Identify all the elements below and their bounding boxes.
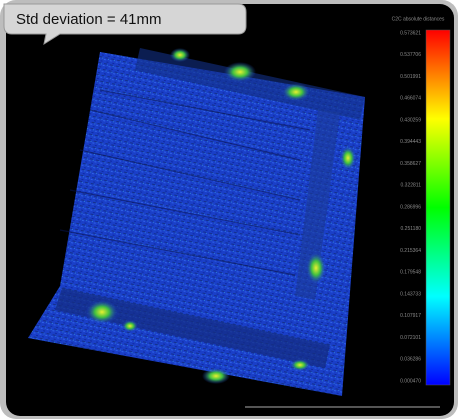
colorbar-label: 0.573621 xyxy=(400,30,421,36)
hotspot xyxy=(340,146,356,170)
screenshot: Std deviation = 41mm C2C absolute distan… xyxy=(0,0,458,419)
colorbar-label: 0.466074 xyxy=(400,96,421,102)
colorbar-label: 0.143733 xyxy=(400,291,421,297)
callout-text: Std deviation = 41mm xyxy=(16,11,162,28)
colorbar-title: C2C absolute distances xyxy=(392,16,445,22)
colorbar-label: 0.430259 xyxy=(400,117,421,123)
colorbar-label: 0.215364 xyxy=(400,248,421,254)
hotspot xyxy=(290,359,310,371)
hotspot xyxy=(86,300,118,324)
colorbar-label: 0.107917 xyxy=(400,313,421,319)
colorbar xyxy=(426,30,450,385)
colorbar-label: 0.000470 xyxy=(400,378,421,384)
colorbar-label: 0.537706 xyxy=(400,52,421,58)
colorbar-label: 0.394443 xyxy=(400,139,421,145)
hotspot xyxy=(306,252,326,284)
colorbar-label: 0.036286 xyxy=(400,357,421,363)
colorbar-label: 0.179548 xyxy=(400,270,421,276)
hotspot xyxy=(282,83,310,101)
hotspot xyxy=(224,62,256,82)
colorbar-label: 0.322811 xyxy=(401,183,422,189)
hotspot xyxy=(202,368,230,384)
hotspot xyxy=(170,48,190,62)
colorbar-label: 0.286996 xyxy=(400,204,421,210)
hotspot xyxy=(122,320,138,332)
colorbar-label: 0.501991 xyxy=(400,74,421,80)
colorbar-label: 0.251180 xyxy=(401,226,422,232)
colorbar-label: 0.358627 xyxy=(400,161,421,167)
colorbar-label: 0.072101 xyxy=(400,335,421,341)
